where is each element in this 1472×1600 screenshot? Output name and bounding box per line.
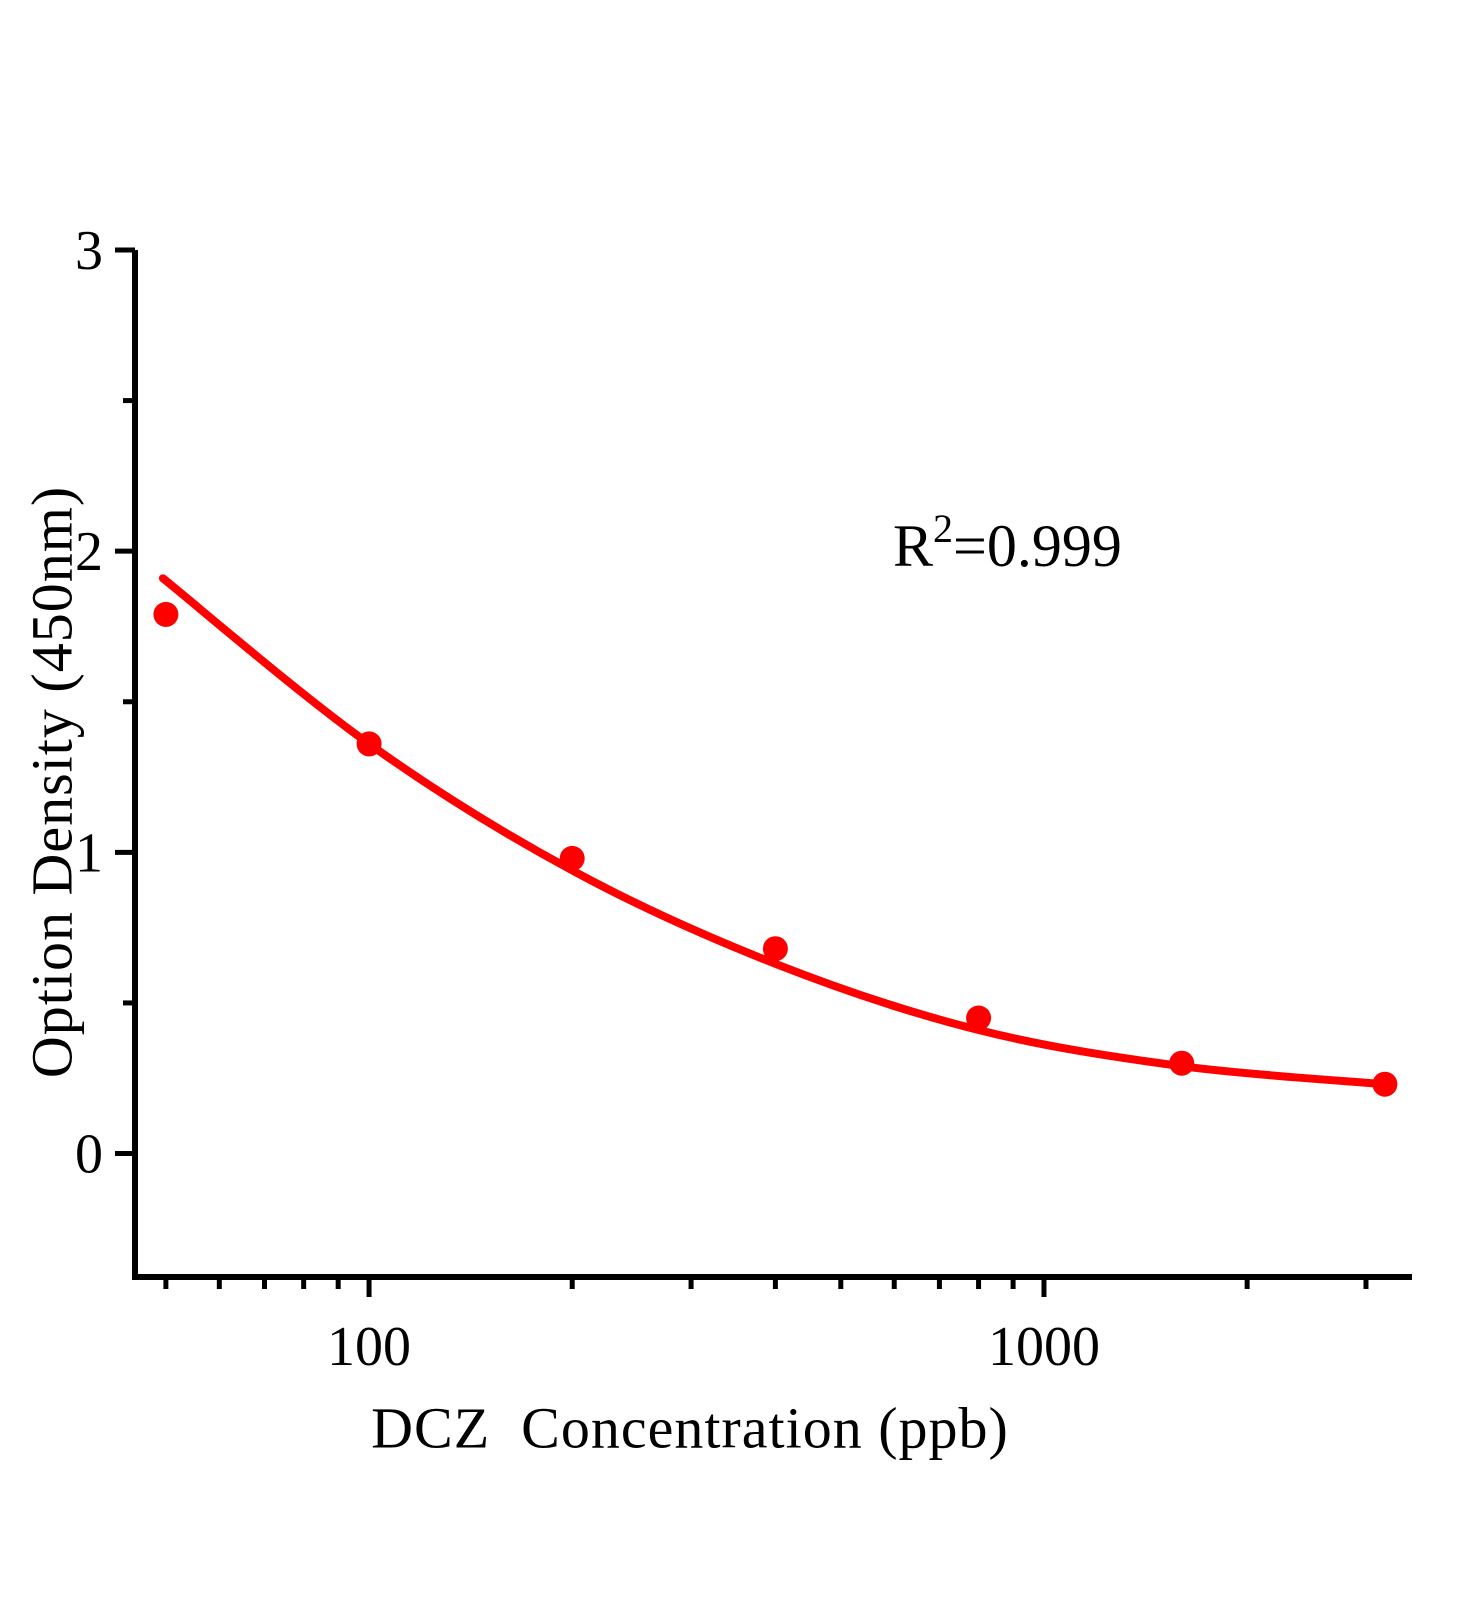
- y-tick-label: 0: [75, 1124, 103, 1186]
- x-tick-label: 1000: [988, 1316, 1100, 1378]
- y-tick-label: 1: [75, 822, 103, 884]
- data-point: [153, 601, 179, 627]
- data-point: [966, 1005, 992, 1031]
- r-squared-exponent: 2: [933, 506, 954, 551]
- data-point: [1169, 1050, 1195, 1076]
- y-axis-title: Option Density (450nm): [19, 485, 85, 1079]
- data-point: [356, 731, 382, 757]
- data-point: [762, 936, 788, 962]
- x-axis-title: DCZ Concentration (ppb): [371, 1395, 1009, 1461]
- x-tick-label: 100: [327, 1316, 411, 1378]
- y-tick-label: 2: [75, 521, 103, 583]
- y-tick-label: 3: [75, 220, 103, 282]
- r-squared-annotation: R2=0.999: [893, 506, 1122, 581]
- data-point: [559, 845, 585, 871]
- data-point: [1372, 1071, 1398, 1097]
- r-squared-base: R: [893, 513, 934, 579]
- axis-spines: [132, 250, 1412, 1280]
- fit-curve: [158, 574, 1389, 1089]
- r-squared-value: =0.999: [953, 513, 1122, 579]
